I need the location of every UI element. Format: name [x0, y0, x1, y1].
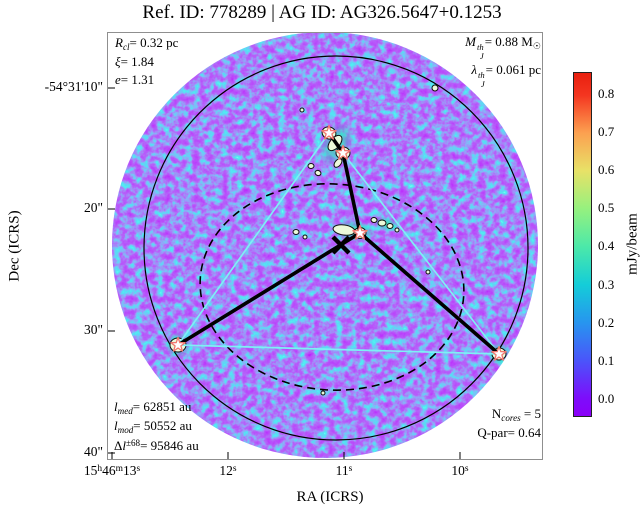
annotation-line: e= 1.31: [115, 72, 155, 88]
y-tick: -54°31'10": [44, 79, 103, 94]
colorbar-tick: 0.1: [598, 353, 615, 368]
core-star-icon: [170, 336, 186, 352]
annotation-bottom-left: lmed= 62851 au lmod= 50552 au Δl±68= 95846…: [114, 398, 199, 455]
x-tick-labels: 15h46m13s 12s 11s 10s: [84, 463, 543, 487]
core-star-icon: [491, 345, 507, 361]
annotation-line: lmod= 50552 au: [114, 418, 192, 436]
annotation-line: lmed= 62851 au: [114, 399, 192, 416]
x-tick: 10s: [451, 463, 469, 478]
annotation-line: λ th J = 0.061 pc: [471, 61, 541, 89]
colorbar-tick: 0.2: [598, 315, 615, 330]
colorbar-tick-labels: 0.8 0.7 0.6 0.5 0.4 0.3 0.2 0.1 0.0: [596, 72, 636, 417]
core-star-markers: [170, 124, 507, 361]
colorbar-tick: 0.4: [598, 238, 615, 253]
core-star-icon: [321, 124, 337, 140]
core-star-icon: [335, 144, 351, 160]
colorbar-tick: 0.3: [598, 277, 615, 292]
annotation-line: ξ= 1.84: [115, 54, 154, 70]
annotation-line: Ncores = 5: [491, 406, 541, 423]
cluster-center-cross-icon: [331, 235, 351, 255]
colorbar-tick: 0.5: [598, 200, 615, 215]
y-tick: 20": [83, 200, 103, 215]
annotation-line: Rcl= 0.32 pc: [115, 35, 179, 52]
y-tick: 30": [83, 322, 103, 337]
colorbar-tick: 0.6: [598, 162, 615, 177]
colorbar-tick: 0.7: [598, 124, 615, 139]
sky-map: [108, 32, 538, 459]
colorbar-tick: 0.8: [598, 86, 615, 101]
annotation-bottom-right: Ncores = 5 Q-par= 0.64: [477, 405, 541, 442]
colorbar-label: mJy/beam: [624, 213, 641, 275]
x-tick: 15h46m13s: [83, 463, 141, 478]
annotation-top-left: Rcl= 0.32 pc ξ= 1.84 e= 1.31: [115, 34, 178, 89]
annotation-line: Q-par= 0.64: [477, 425, 541, 441]
annotation-line: Δl±68= 95846 au: [114, 437, 199, 453]
y-tick-labels: -54°31'10" 20" 30" 40": [0, 32, 103, 460]
mst-lines: [177, 131, 501, 356]
core-star-icon: [352, 224, 368, 240]
colorbar-tick: 0.0: [598, 391, 615, 406]
figure-title: Ref. ID: 778289 | AG ID: AG326.5647+0.12…: [142, 2, 502, 23]
cluster-dashed-ellipse: [199, 183, 465, 391]
x-tick: 12s: [219, 463, 237, 478]
x-tick: 11s: [335, 463, 353, 478]
noise-map: [112, 32, 538, 458]
axis-tick-marks: [108, 87, 461, 459]
cluster-radius-circle: [143, 55, 529, 441]
colorbar: [573, 72, 592, 417]
x-axis-label: RA (ICRS): [296, 489, 364, 505]
y-tick: 40": [83, 444, 103, 459]
